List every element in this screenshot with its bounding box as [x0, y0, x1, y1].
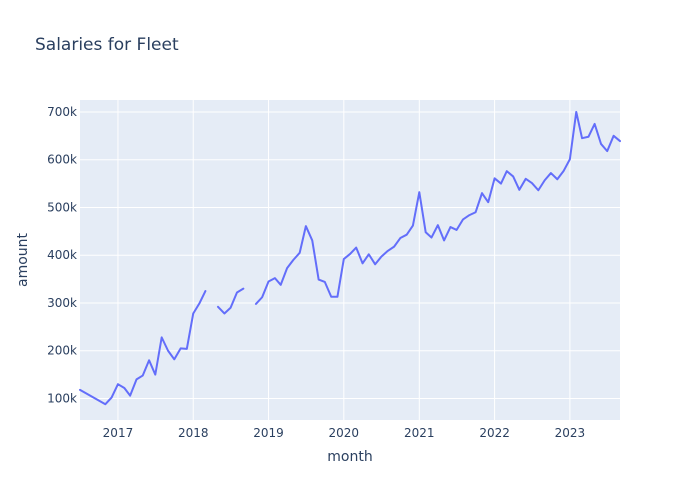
- x-tick-label: 2018: [178, 426, 209, 440]
- y-gridlines: [80, 111, 620, 400]
- x-tick-label: 2020: [329, 426, 360, 440]
- y-axis-title: amount: [15, 232, 31, 287]
- y-tick-label: 100k: [47, 392, 77, 406]
- x-tick-label: 2017: [103, 426, 134, 440]
- y-tick-label: 200k: [47, 344, 77, 358]
- x-tick-labels: 2017 2018 2019 2020 2021 2022 2023: [103, 426, 585, 440]
- series-line: [79, 110, 621, 406]
- x-tick-label: 2022: [479, 426, 510, 440]
- chart-title: Salaries for Fleet: [35, 35, 179, 55]
- plot-area-background: [80, 100, 620, 420]
- series-layer: [79, 110, 621, 406]
- y-tick-label: 400k: [47, 248, 77, 262]
- x-tick-label: 2023: [555, 426, 586, 440]
- y-tick-label: 500k: [47, 200, 77, 214]
- series-line-group: [79, 110, 621, 406]
- x-tick-label: 2021: [404, 426, 435, 440]
- y-tick-label: 300k: [47, 296, 77, 310]
- x-tick-label: 2019: [253, 426, 284, 440]
- x-axis-title: month: [327, 449, 372, 465]
- y-tick-label: 700k: [47, 105, 77, 119]
- y-tick-labels: 100k 200k 300k 400k 500k 600k 700k: [47, 105, 77, 406]
- y-tick-label: 600k: [47, 153, 77, 167]
